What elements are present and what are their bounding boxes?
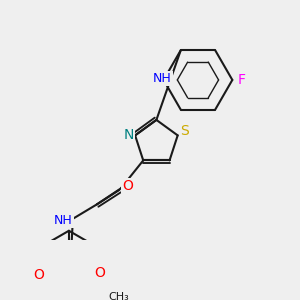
Text: O: O [33, 268, 44, 282]
Text: F: F [238, 73, 246, 87]
Text: NH: NH [54, 214, 73, 227]
Text: S: S [180, 124, 188, 138]
Text: N: N [124, 128, 134, 142]
Text: CH₃: CH₃ [108, 292, 129, 300]
Text: NH: NH [153, 72, 172, 85]
Text: O: O [122, 179, 133, 193]
Text: O: O [94, 266, 105, 280]
